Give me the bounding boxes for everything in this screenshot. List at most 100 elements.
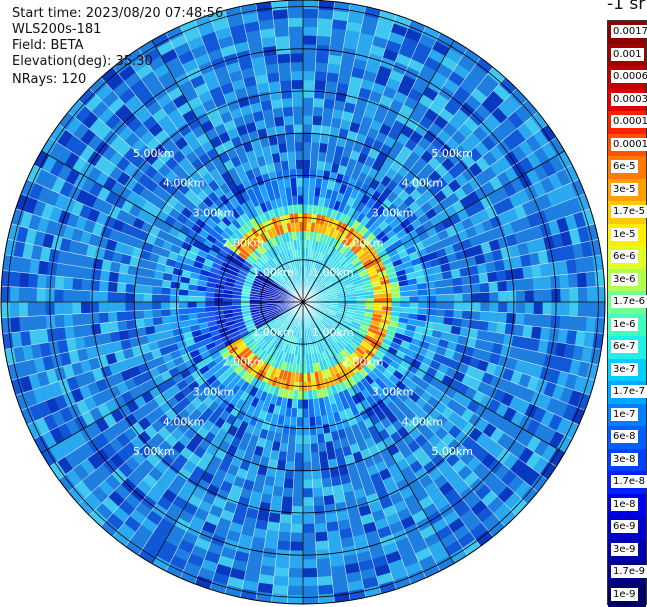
- range-gate-cell: [295, 151, 303, 161]
- range-gate-cell: [353, 245, 363, 255]
- range-gate-cell: [491, 342, 503, 355]
- range-gate-cell: [465, 365, 478, 378]
- range-gate-cell: [475, 484, 492, 501]
- range-gate-cell: [376, 102, 390, 116]
- range-gate-cell: [272, 107, 284, 118]
- range-gate-cell: [321, 414, 329, 425]
- range-gate-cell: [548, 137, 565, 156]
- range-gate-cell: [369, 119, 383, 132]
- range-gate-cell: [259, 202, 268, 213]
- range-gate-cell: [469, 377, 482, 391]
- range-gate-cell: [292, 97, 303, 107]
- range-gate-cell: [219, 398, 230, 410]
- range-gate-cell: [197, 201, 209, 213]
- range-gate-cell: [228, 70, 244, 83]
- range-gate-cell: [453, 221, 466, 234]
- range-gate-cell: [250, 251, 260, 261]
- range-gate-cell: [143, 48, 161, 64]
- range-gate-cell: [252, 237, 262, 247]
- range-gate-cell: [323, 279, 332, 287]
- range-gate-cell: [556, 168, 571, 187]
- range-gate-cell: [585, 271, 596, 288]
- range-gate-cell: [261, 242, 270, 252]
- range-gate-cell: [411, 539, 429, 554]
- range-gate-cell: [328, 227, 336, 238]
- range-gate-cell: [325, 81, 338, 92]
- range-gate-cell: [511, 442, 527, 459]
- range-gate-cell: [540, 461, 557, 480]
- range-gate-cell: [328, 291, 338, 296]
- range-gate-cell: [229, 23, 246, 37]
- range-gate-cell: [191, 223, 203, 235]
- range-gate-cell: [295, 231, 300, 241]
- range-gate-cell: [347, 328, 357, 336]
- range-gate-cell: [347, 386, 357, 397]
- range-gate-cell: [280, 351, 287, 362]
- range-gate-cell: [79, 359, 92, 374]
- range-gate-cell: [224, 201, 236, 213]
- range-gate-cell: [402, 206, 414, 219]
- range-gate-cell: [183, 415, 197, 428]
- range-gate-cell: [375, 131, 388, 144]
- range-gate-cell: [98, 107, 115, 124]
- range-gate-cell: [316, 313, 324, 320]
- range-gate-cell: [237, 368, 248, 378]
- range-gate-cell: [22, 345, 34, 362]
- range-gate-cell: [267, 274, 276, 282]
- range-gate-cell: [284, 260, 291, 270]
- range-gate-cell: [317, 9, 334, 20]
- range-gate-cell: [526, 435, 542, 452]
- range-gate-cell: [474, 404, 488, 419]
- range-gate-cell: [376, 18, 394, 32]
- range-gate-cell: [73, 463, 90, 481]
- range-gate-cell: [576, 392, 591, 411]
- range-gate-cell: [520, 336, 532, 351]
- range-gate-cell: [137, 144, 153, 160]
- range-gate-cell: [344, 333, 354, 342]
- range-gate-cell: [289, 559, 303, 569]
- range-gate-cell: [174, 453, 189, 468]
- range-gate-cell: [559, 274, 570, 289]
- range-gate-cell: [303, 17, 318, 28]
- range-gate-cell: [276, 254, 283, 264]
- range-gate-cell: [292, 277, 297, 286]
- range-gate-cell: [140, 370, 153, 383]
- range-gate-cell: [269, 270, 278, 279]
- range-gate-cell: [460, 450, 475, 466]
- range-gate-cell: [280, 505, 293, 515]
- range-gate-cell: [131, 247, 143, 259]
- range-gate-cell: [445, 452, 461, 468]
- range-gate-cell: [564, 421, 579, 440]
- range-gate-cell: [326, 521, 340, 532]
- range-gate-cell: [272, 584, 289, 595]
- range-gate-cell: [258, 350, 267, 360]
- azimuth-spoke: [302, 301, 565, 454]
- range-gate-cell: [385, 229, 397, 240]
- range-gate-cell: [235, 398, 246, 410]
- range-gate-cell: [360, 513, 375, 526]
- ray-separator: [302, 178, 580, 303]
- range-gate-cell: [278, 341, 285, 351]
- range-gate-cell: [197, 345, 209, 355]
- range-gate-cell: [247, 270, 257, 278]
- range-gate-cell: [220, 509, 235, 522]
- range-gate-cell: [344, 357, 354, 367]
- range-gate-cell: [420, 201, 433, 214]
- range-gate-cell: [564, 164, 579, 183]
- range-gate-cell: [322, 243, 329, 254]
- range-gate-cell: [293, 479, 303, 489]
- range-ring-label: 3.00km: [372, 206, 414, 219]
- range-gate-cell: [283, 324, 290, 333]
- range-gate-cell: [280, 196, 288, 207]
- range-gate-cell: [349, 254, 359, 263]
- range-gate-cell: [406, 212, 418, 224]
- range-gate-cell: [258, 212, 267, 223]
- range-gate-cell: [207, 412, 220, 425]
- range-gate-cell: [267, 322, 276, 330]
- range-gate-cell: [125, 539, 144, 556]
- range-gate-cell: [137, 416, 152, 431]
- range-gate-cell: [475, 103, 492, 120]
- range-gate-cell: [241, 263, 251, 271]
- range-gate-cell: [277, 540, 291, 551]
- range-gate-cell: [334, 145, 345, 157]
